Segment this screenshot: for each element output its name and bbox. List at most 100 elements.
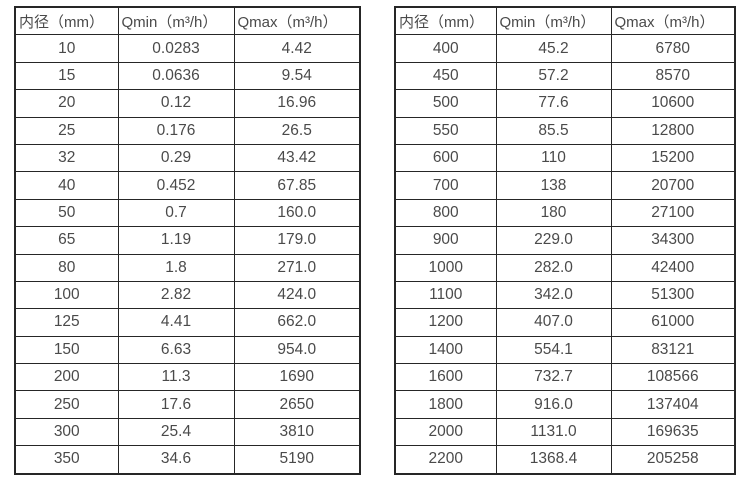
table-row: 400 45.2 6780 — [394, 34, 736, 63]
table-cell: 554.1 — [495, 335, 612, 365]
table-row: 10 0.0283 4.42 — [14, 34, 361, 63]
table-cell: 0.12 — [117, 89, 235, 118]
table-cell: 342.0 — [495, 280, 612, 310]
table-cell: 1690 — [233, 363, 361, 392]
table-cell: 15 — [14, 61, 119, 91]
table-row: 2200 1368.4 205258 — [394, 445, 736, 475]
table-cell: 0.176 — [117, 116, 235, 145]
table-row: 125 4.41 662.0 — [14, 308, 361, 337]
table-cell: 916.0 — [495, 390, 612, 419]
table-cell: 500 — [394, 89, 497, 118]
table-cell: 67.85 — [233, 171, 361, 200]
table-cell: 80 — [14, 253, 119, 282]
table-row: 80 1.8 271.0 — [14, 253, 361, 282]
table-cell: 6780 — [610, 34, 736, 63]
table-row: 200 11.3 1690 — [14, 363, 361, 392]
table-cell: 1100 — [394, 280, 497, 310]
table-cell: 3810 — [233, 417, 361, 447]
table-cell: 34.6 — [117, 445, 235, 475]
table-cell: 954.0 — [233, 335, 361, 365]
table-body: 10 0.0283 4.42 15 0.0636 9.54 20 0.12 16.96 25 0.1… — [14, 34, 361, 475]
column-header-qmax: Qmax（m³/h） — [233, 6, 361, 36]
table-cell: 1400 — [394, 335, 497, 365]
table-cell: 250 — [14, 390, 119, 419]
table-cell: 0.0283 — [117, 34, 235, 63]
table-row: 600 110 15200 — [394, 143, 736, 173]
table-row: 100 2.82 424.0 — [14, 280, 361, 310]
table-cell: 26.5 — [233, 116, 361, 145]
table-cell: 0.0636 — [117, 61, 235, 91]
table-cell: 600 — [394, 143, 497, 173]
table-row: 250 17.6 2650 — [14, 390, 361, 419]
table-cell: 16.96 — [233, 89, 361, 118]
column-header-qmin: Qmin（m³/h） — [495, 6, 612, 36]
table-cell: 1.19 — [117, 226, 235, 255]
table-cell: 8570 — [610, 61, 736, 91]
table-cell: 10600 — [610, 89, 736, 118]
table-cell: 32 — [14, 143, 119, 173]
table-cell: 17.6 — [117, 390, 235, 419]
table-cell: 205258 — [610, 445, 736, 475]
table-row: 50 0.7 160.0 — [14, 198, 361, 228]
table-row: 150 6.63 954.0 — [14, 335, 361, 365]
table-cell: 1600 — [394, 363, 497, 392]
table-cell: 160.0 — [233, 198, 361, 228]
table-cell: 40 — [14, 171, 119, 200]
table-row: 40 0.452 67.85 — [14, 171, 361, 200]
table-cell: 407.0 — [495, 308, 612, 337]
table-cell: 15200 — [610, 143, 736, 173]
table-row: 500 77.6 10600 — [394, 89, 736, 118]
table-cell: 2000 — [394, 417, 497, 447]
table-row: 800 180 27100 — [394, 198, 736, 228]
table-cell: 10 — [14, 34, 119, 63]
table-cell: 700 — [394, 171, 497, 200]
table-cell: 83121 — [610, 335, 736, 365]
table-cell: 25 — [14, 116, 119, 145]
table-cell: 5190 — [233, 445, 361, 475]
table-cell: 550 — [394, 116, 497, 145]
table-row: 1200 407.0 61000 — [394, 308, 736, 337]
column-header-qmin: Qmin（m³/h） — [117, 6, 235, 36]
table-row: 2000 1131.0 169635 — [394, 417, 736, 447]
table-cell: 732.7 — [495, 363, 612, 392]
table-cell: 282.0 — [495, 253, 612, 282]
table-cell: 424.0 — [233, 280, 361, 310]
table-cell: 1.8 — [117, 253, 235, 282]
table-cell: 42400 — [610, 253, 736, 282]
table-row: 700 138 20700 — [394, 171, 736, 200]
table-cell: 2.82 — [117, 280, 235, 310]
table-cell: 450 — [394, 61, 497, 91]
column-header-qmax: Qmax（m³/h） — [610, 6, 736, 36]
table-cell: 1800 — [394, 390, 497, 419]
table-cell: 43.42 — [233, 143, 361, 173]
table-cell: 27100 — [610, 198, 736, 228]
flow-rate-table-large-diameters: 内径（mm） Qmin（m³/h） Qmax（m³/h） 400 45.2 6780… — [394, 6, 736, 475]
header-row: 内径（mm） Qmin（m³/h） Qmax（m³/h） — [14, 6, 361, 36]
table-cell: 1368.4 — [495, 445, 612, 475]
table-cell: 4.41 — [117, 308, 235, 337]
table-cell: 900 — [394, 226, 497, 255]
table-cell: 200 — [14, 363, 119, 392]
table-cell: 11.3 — [117, 363, 235, 392]
table-row: 15 0.0636 9.54 — [14, 61, 361, 91]
table-cell: 9.54 — [233, 61, 361, 91]
table-cell: 110 — [495, 143, 612, 173]
table-row: 300 25.4 3810 — [14, 417, 361, 447]
table-cell: 20700 — [610, 171, 736, 200]
table-cell: 20 — [14, 89, 119, 118]
table-body: 400 45.2 6780 450 57.2 8570 500 77.6 10600 550 85.… — [394, 34, 736, 475]
table-cell: 138 — [495, 171, 612, 200]
flow-rate-table-small-diameters: 内径（mm） Qmin（m³/h） Qmax（m³/h） 10 0.0283 4.4… — [14, 6, 361, 475]
table-row: 1100 342.0 51300 — [394, 280, 736, 310]
table-cell: 0.452 — [117, 171, 235, 200]
table-cell: 57.2 — [495, 61, 612, 91]
table-cell: 229.0 — [495, 226, 612, 255]
table-cell: 77.6 — [495, 89, 612, 118]
table-cell: 125 — [14, 308, 119, 337]
table-cell: 2650 — [233, 390, 361, 419]
table-cell: 65 — [14, 226, 119, 255]
table-cell: 179.0 — [233, 226, 361, 255]
table-row: 65 1.19 179.0 — [14, 226, 361, 255]
table-cell: 1200 — [394, 308, 497, 337]
